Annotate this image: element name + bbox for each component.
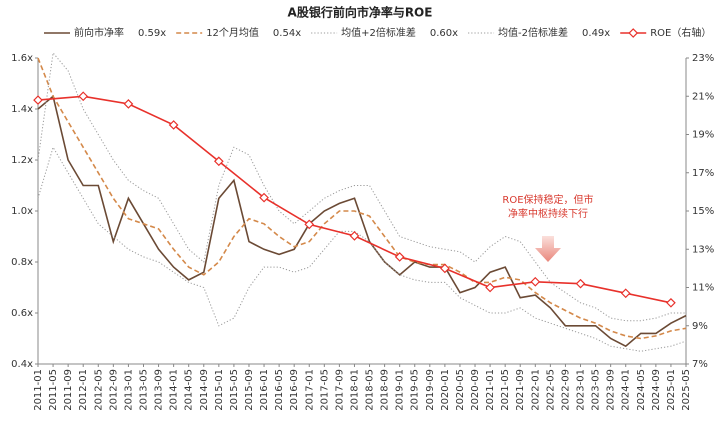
y-tick-label: 1.0x (11, 206, 33, 217)
y2-tick-label: 19% (692, 130, 714, 141)
roe-marker (168, 120, 179, 130)
x-tick-label: 2022-01 (530, 369, 541, 411)
y2-tick-label: 23% (692, 53, 714, 64)
roe-marker (213, 156, 224, 167)
x-tick-label: 2022-05 (545, 369, 556, 411)
x-tick-label: 2024-01 (621, 369, 632, 411)
x-tick-label: 2011-09 (63, 369, 74, 411)
x-tick-label: 2024-05 (636, 369, 647, 411)
legend-latest: 0.49x (582, 28, 610, 39)
x-tick-label: 2013-01 (123, 369, 134, 411)
series-line (37, 57, 687, 340)
x-tick-label: 2023-05 (591, 369, 602, 411)
y2-tick-label: 13% (692, 244, 714, 255)
y2-tick-label: 17% (692, 168, 714, 179)
y2-tick-label: 9% (692, 321, 708, 332)
x-tick-label: 2011-01 (33, 369, 44, 411)
x-tick-label: 2013-05 (138, 369, 149, 411)
series-line (37, 146, 687, 352)
x-tick-label: 2015-01 (214, 369, 225, 411)
x-tick-label: 2016-05 (274, 369, 285, 411)
x-tick-label: 2015-05 (229, 369, 240, 411)
x-tick-label: 2017-09 (334, 369, 345, 411)
x-tick-label: 2023-01 (576, 369, 587, 411)
x-tick-label: 2018-09 (380, 369, 391, 411)
x-tick-label: 2025-01 (666, 369, 677, 411)
y2-tick-label: 7% (692, 359, 708, 370)
x-tick-label: 2011-05 (48, 369, 59, 411)
y-tick-label: 0.4x (11, 359, 33, 370)
x-tick-label: 2021-01 (485, 369, 496, 411)
series-line (37, 51, 686, 322)
y2-tick-label: 15% (692, 206, 714, 217)
legend-label: 前向市净率 (74, 26, 124, 39)
series-line (37, 94, 687, 348)
roe-marker (485, 282, 495, 293)
legend-label: 12个月均值 (206, 26, 259, 39)
x-tick-label: 2016-09 (289, 369, 300, 411)
x-tick-label: 2015-09 (244, 369, 255, 411)
legend-latest: 0.60x (430, 28, 458, 39)
annotation-text: 净率中枢持续下行 (508, 207, 588, 220)
roe-marker (440, 263, 450, 274)
legend-label: 均值+2倍标准差 (341, 26, 416, 39)
x-tick-label: 2020-09 (470, 369, 481, 411)
roe-marker (575, 278, 586, 289)
legend-label: 均值-2倍标准差 (498, 26, 568, 39)
y-tick-label: 1.4x (11, 104, 33, 115)
x-tick-label: 2013-09 (154, 369, 165, 411)
x-tick-label: 2025-05 (681, 369, 692, 411)
x-tick-label: 2014-09 (199, 369, 210, 411)
x-tick-label: 2021-05 (500, 369, 511, 411)
x-tick-label: 2018-01 (349, 369, 360, 411)
annotation-arrow (535, 236, 561, 262)
chart-title: A股银行前向市净率与ROE (288, 5, 433, 20)
legend-marker (628, 28, 639, 38)
x-tick-label: 2021-09 (515, 369, 526, 411)
x-tick-label: 2012-01 (78, 369, 89, 411)
x-tick-label: 2018-05 (365, 369, 376, 411)
y2-tick-label: 11% (692, 283, 714, 294)
roe-marker (349, 231, 360, 241)
roe-marker (78, 91, 89, 102)
x-tick-label: 2023-09 (606, 369, 617, 411)
annotation-text: ROE保持稳定，但市 (502, 193, 593, 206)
x-tick-label: 2012-09 (108, 369, 119, 411)
x-tick-label: 2022-09 (560, 369, 571, 411)
y-tick-label: 1.2x (11, 155, 33, 166)
x-tick-label: 2019-01 (395, 369, 406, 411)
y2-tick-label: 21% (692, 91, 714, 102)
legend-latest: 0.59x (138, 28, 166, 39)
legend-latest: 0.54x (273, 28, 301, 39)
x-tick-label: 2024-09 (651, 369, 662, 411)
roe-marker (530, 276, 541, 287)
roe-marker (33, 95, 43, 105)
legend-label: ROE（右轴） (650, 26, 711, 39)
roe-marker (666, 297, 676, 308)
roe-marker (394, 252, 405, 262)
x-tick-label: 2016-01 (259, 369, 270, 411)
y-tick-label: 0.8x (11, 257, 33, 268)
x-tick-label: 2014-01 (169, 369, 180, 411)
y-tick-label: 0.6x (11, 308, 33, 319)
x-tick-label: 2014-05 (184, 369, 195, 411)
roe-marker (259, 192, 269, 203)
x-tick-label: 2020-05 (455, 369, 466, 411)
x-tick-label: 2020-01 (440, 369, 451, 411)
y-tick-label: 1.6x (11, 53, 33, 64)
x-tick-label: 2019-05 (410, 369, 421, 411)
x-tick-label: 2019-09 (425, 369, 436, 411)
x-tick-label: 2017-05 (319, 369, 330, 411)
x-tick-label: 2017-01 (304, 369, 315, 411)
x-tick-label: 2012-05 (93, 369, 104, 411)
roe-marker (304, 219, 315, 230)
roe-marker (123, 99, 134, 109)
roe-marker (620, 288, 631, 299)
